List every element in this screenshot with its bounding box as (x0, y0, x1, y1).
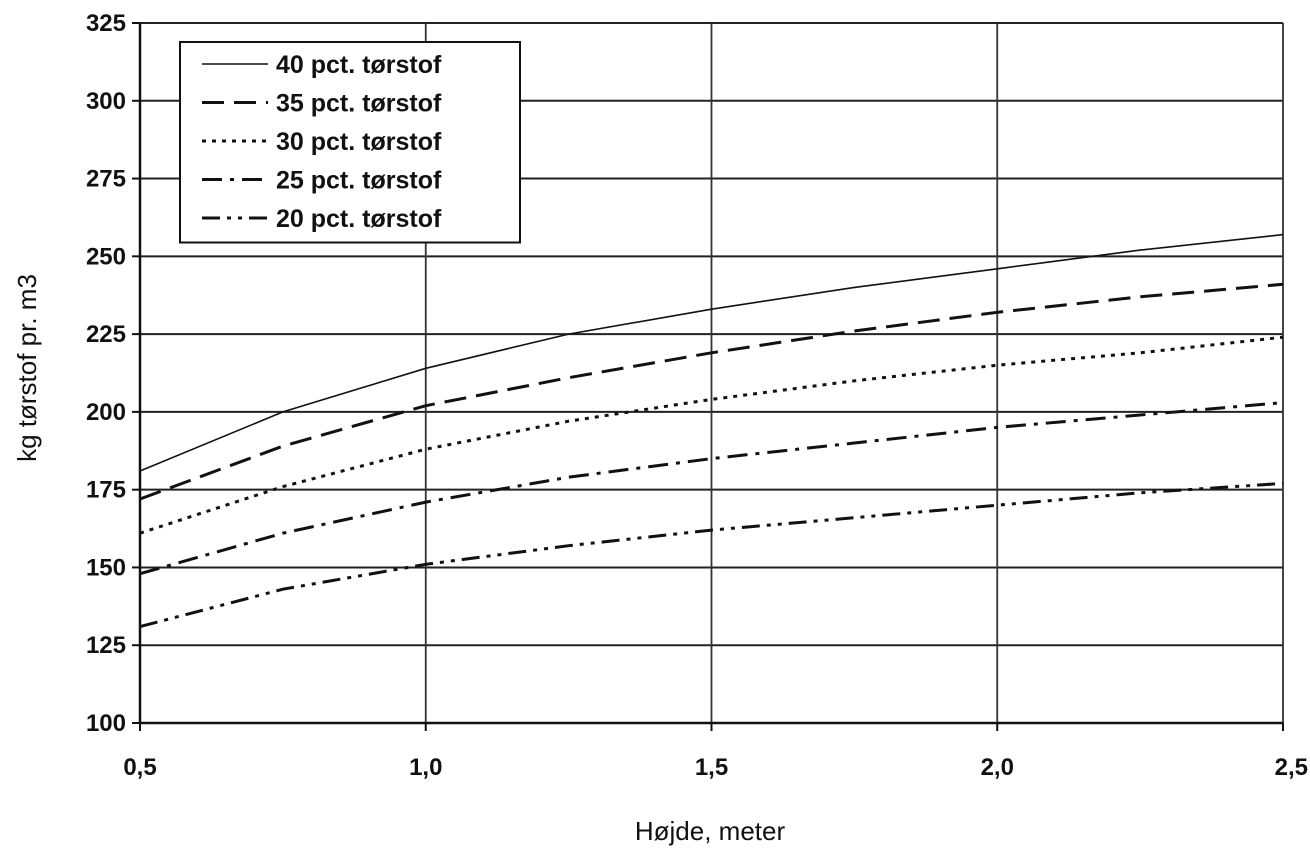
y-tick-label: 125 (86, 632, 126, 659)
legend-label: 20 pct. tørstof (276, 205, 442, 233)
x-axis-title: Højde, meter (635, 816, 786, 846)
series-line-5 (139, 481, 1284, 629)
y-tick-label: 325 (86, 10, 126, 37)
y-tick-label: 200 (86, 399, 126, 426)
axes (132, 22, 1284, 731)
x-tick-label: 2,0 (981, 754, 1014, 781)
x-tick-label: 1,0 (409, 754, 442, 781)
series-lines (139, 233, 1284, 629)
y-tick-label: 225 (86, 321, 126, 348)
legend-label: 40 pct. tørstof (276, 51, 442, 79)
y-tick-label: 300 (86, 88, 126, 115)
y-tick-label: 250 (86, 243, 126, 270)
y-tick-label: 275 (86, 166, 126, 193)
y-tick-label: 150 (86, 554, 126, 581)
grid (140, 22, 1284, 723)
y-tick-label: 175 (86, 477, 126, 504)
legend-label: 25 pct. tørstof (276, 167, 442, 195)
tick-labels: 100 125 150 175 200 225 250 275 300 325 0,5 1,0 1,5 2… (86, 10, 1308, 781)
series-line-2 (139, 282, 1284, 501)
legend-box (179, 41, 521, 244)
series-line-4 (139, 401, 1284, 576)
y-tick-label: 100 (86, 710, 126, 737)
x-tick-label: 0,5 (123, 754, 156, 781)
x-tick-label: 2,5 (1275, 754, 1308, 781)
legend-label: 30 pct. tørstof (276, 128, 442, 156)
series-line-3 (139, 335, 1284, 535)
legend-label: 35 pct. tørstof (276, 90, 442, 118)
series-line-1 (139, 233, 1284, 472)
y-axis-title: kg tørstof pr. m3 (12, 274, 42, 462)
legend: 40 pct. tørstof 35 pct. tørstof 30 pct. tø… (179, 41, 521, 244)
x-tick-label: 1,5 (695, 754, 728, 781)
